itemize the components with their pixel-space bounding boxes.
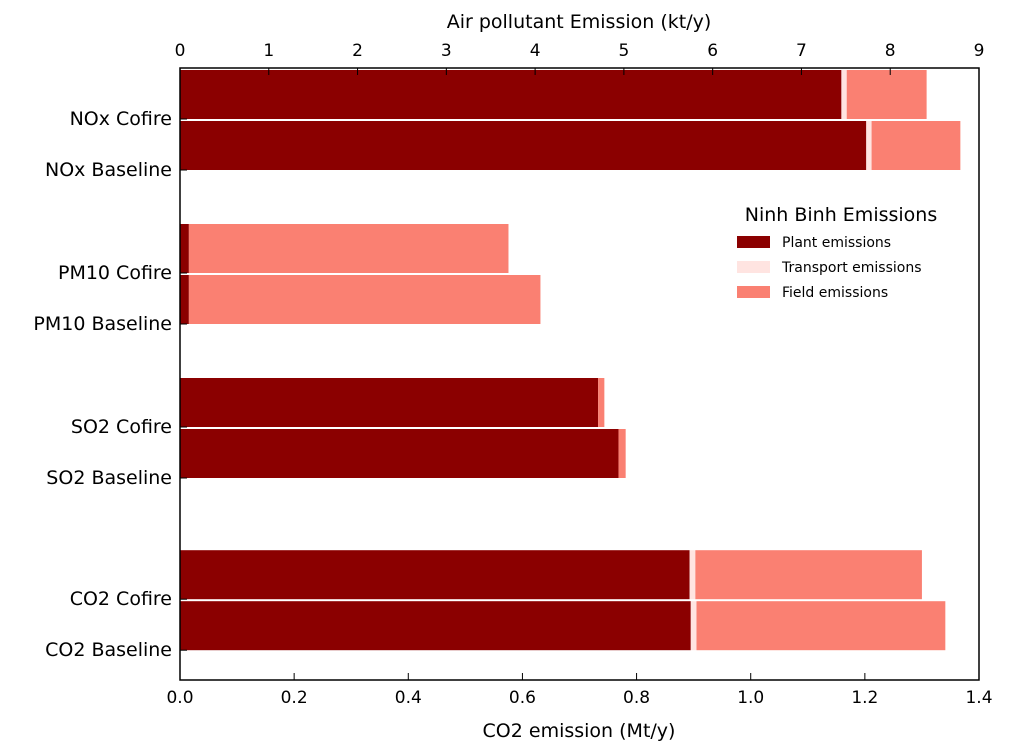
top-tick-label: 9 xyxy=(974,41,985,61)
top-tick-label: 7 xyxy=(796,41,807,61)
bottom-tick-label: 0.6 xyxy=(509,688,536,708)
top-tick-label: 1 xyxy=(263,41,274,61)
top-axis-ticks: 0 1 2 3 4 5 6 7 8 9 xyxy=(175,41,985,75)
category-label: CO2 Baseline xyxy=(45,639,172,661)
bottom-tick-label: 1.0 xyxy=(737,688,764,708)
bar-co2-cofire-plant-emissions xyxy=(180,550,690,600)
category-labels: NOx Cofire NOx Baseline PM10 Cofire PM10 Ba… xyxy=(33,108,187,661)
legend-swatch xyxy=(737,236,770,248)
bar-pm10-baseline-plant-emissions xyxy=(180,275,189,324)
category-label: SO2 Baseline xyxy=(46,467,172,489)
bar-so2-baseline-field-emissions xyxy=(618,429,626,478)
bar-co2-cofire-field-emissions xyxy=(695,550,922,600)
legend-swatch xyxy=(737,286,770,298)
bar-pm10-cofire-plant-emissions xyxy=(180,224,189,273)
bottom-tick-label: 1.4 xyxy=(965,688,992,708)
bar-so2-cofire-field-emissions xyxy=(598,378,605,427)
bar-nox-cofire-plant-emissions xyxy=(180,70,842,119)
bottom-tick-label: 0.2 xyxy=(281,688,308,708)
bar-co2-cofire-transport-emissions xyxy=(689,550,696,600)
bar-co2-baseline-plant-emissions xyxy=(180,601,691,651)
legend: Ninh Binh Emissions Plant emissions Trans… xyxy=(737,204,937,301)
category-label: PM10 Baseline xyxy=(33,313,172,335)
legend-title: Ninh Binh Emissions xyxy=(745,204,938,226)
bar-so2-cofire-plant-emissions xyxy=(180,378,599,427)
plot-frame xyxy=(179,67,980,681)
bar-so2-baseline-plant-emissions xyxy=(180,429,619,478)
category-label: CO2 Cofire xyxy=(70,588,172,610)
top-tick-label: 5 xyxy=(618,41,629,61)
top-tick-label: 8 xyxy=(885,41,896,61)
bar-nox-cofire-field-emissions xyxy=(846,70,927,119)
bar-nox-cofire-transport-emissions xyxy=(841,70,847,119)
legend-label: Field emissions xyxy=(782,285,888,301)
bar-nox-baseline-field-emissions xyxy=(871,121,961,170)
category-label: SO2 Cofire xyxy=(71,416,172,438)
bottom-axis-ticks: 0.0 0.2 0.4 0.6 0.8 1.0 1.2 1.4 xyxy=(166,673,993,708)
bar-co2-baseline-field-emissions xyxy=(696,601,946,651)
top-tick-label: 2 xyxy=(352,41,363,61)
category-label: PM10 Cofire xyxy=(58,262,172,284)
top-tick-label: 4 xyxy=(530,41,541,61)
bar-co2-baseline-transport-emissions xyxy=(690,601,697,651)
category-label: NOx Baseline xyxy=(45,159,172,181)
bar-pm10-baseline-field-emissions xyxy=(188,275,541,324)
bottom-tick-label: 0.0 xyxy=(166,688,193,708)
bars-group xyxy=(180,70,961,651)
bar-pm10-cofire-field-emissions xyxy=(188,224,509,273)
legend-label: Plant emissions xyxy=(782,235,891,251)
top-tick-label: 6 xyxy=(707,41,718,61)
bottom-tick-label: 0.4 xyxy=(395,688,422,708)
bottom-axis-label: CO2 emission (Mt/y) xyxy=(483,720,676,742)
top-tick-label: 3 xyxy=(441,41,452,61)
category-label: NOx Cofire xyxy=(70,108,172,130)
top-axis-label: Air pollutant Emission (kt/y) xyxy=(447,11,712,33)
legend-swatch xyxy=(737,261,770,273)
bottom-tick-label: 0.8 xyxy=(623,688,650,708)
bottom-tick-label: 1.2 xyxy=(851,688,878,708)
legend-label: Transport emissions xyxy=(781,260,922,276)
bar-nox-baseline-plant-emissions xyxy=(180,121,867,170)
top-tick-label: 0 xyxy=(175,41,186,61)
bar-nox-baseline-transport-emissions xyxy=(866,121,872,170)
